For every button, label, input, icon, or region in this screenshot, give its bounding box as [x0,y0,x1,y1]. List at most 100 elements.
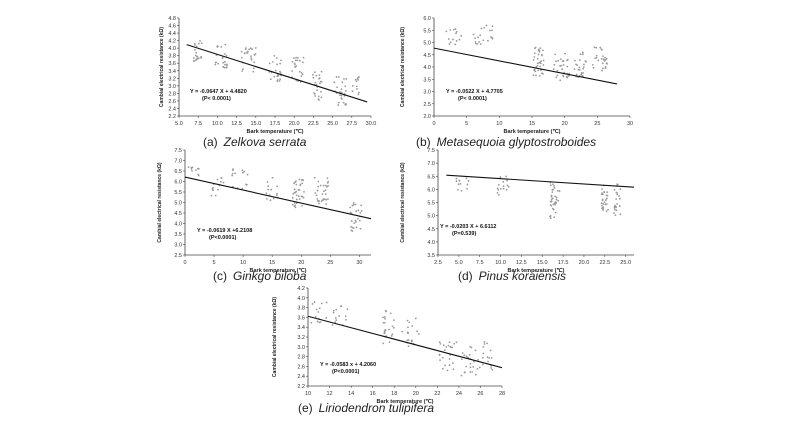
data-point [458,38,461,41]
data-point [292,192,295,195]
data-point [223,66,226,69]
x-tick-label: 15 [269,260,275,266]
data-point [461,352,464,354]
data-point [605,197,608,200]
y-tick-label: 5.5 [174,190,182,196]
data-point [551,188,554,191]
data-point [317,180,320,183]
data-point [276,74,279,76]
data-point [382,321,385,324]
data-point [438,354,441,357]
data-point [599,46,602,49]
data-point [582,67,585,70]
data-point [351,204,354,207]
data-point [291,197,294,199]
y-tick-label: 3.0 [423,90,431,96]
data-point [591,63,594,66]
data-point [355,210,358,212]
data-point [575,73,578,76]
data-point [578,69,581,71]
chart-panel-e: 2.2 2.4 2.6 2.8 3.0 3.2 3.4 3.6 3.8 4.0 4.2 10 12 14 1… [270,280,510,420]
data-point [339,90,341,93]
data-point [392,326,395,329]
data-point [416,330,418,333]
regression-equation: Y = -0.0647 X + 4.4820 [190,89,247,95]
data-point [468,353,471,356]
data-point [210,194,213,197]
data-point [273,54,276,57]
data-point [534,70,537,73]
data-point [341,81,344,84]
data-point [507,185,510,188]
data-point [322,184,325,187]
data-point [549,204,552,207]
data-point [279,78,282,81]
data-point [600,48,603,51]
y-tick-label: 5.5 [423,28,431,34]
data-point [506,184,509,187]
data-point [474,349,477,352]
data-point [407,345,410,348]
data-point [383,331,386,334]
data-point [445,346,448,348]
data-point [317,95,320,98]
data-point [460,189,463,192]
data-point [553,216,556,219]
data-point [566,58,569,61]
data-point [234,172,237,175]
data-point [391,333,394,336]
data-point [298,198,301,201]
regression-equation: Y = -0.0583 x + 4.2060 [320,362,376,368]
y-tick-label: 3.0 [168,84,176,90]
data-point [442,344,445,347]
data-point [600,202,603,205]
y-tick-label: 2.4 [297,374,305,380]
data-point [315,308,318,311]
data-point [601,67,604,70]
data-point [242,171,244,174]
data-point [327,184,329,187]
data-point [271,60,274,63]
y-tick-label: 5.0 [174,201,182,207]
caption-e: (e) Liriodendron tulipifera [298,401,434,415]
data-point [601,198,604,201]
data-point [226,63,228,66]
data-point [301,204,303,207]
data-point [446,369,449,372]
data-point [554,53,557,56]
data-point [537,53,540,56]
data-point [358,219,361,222]
data-point [480,27,483,30]
data-point [194,54,197,57]
data-point [335,308,338,311]
data-point [411,325,414,327]
data-point [542,64,545,66]
caption-c: (c) Ginkgo biloba [213,269,306,283]
data-point [482,346,485,348]
y-tick-label: 4.0 [427,240,435,246]
data-point [502,185,505,188]
data-point [486,342,489,345]
data-point [340,91,343,94]
regression-line [433,47,618,85]
x-tick-label: 5.0 [455,260,463,266]
x-tick-label: 25 [594,121,600,127]
chart-panel-a: 2.2 2.4 2.6 2.8 3.0 3.2 3.4 3.6 3.8 4.0 4.2 4.4 4.6 4… [155,10,380,160]
data-point [319,184,322,187]
data-point [297,189,300,191]
data-point [320,80,323,83]
x-tick-label: 18 [391,391,397,397]
y-tick-label: 2.6 [168,99,176,105]
data-point [538,49,541,52]
data-point [214,63,217,66]
data-point [615,209,618,212]
data-point [490,367,493,369]
data-point [241,187,244,190]
data-point [401,330,404,333]
data-point [295,190,298,193]
data-point [491,25,494,28]
data-point [455,180,458,183]
x-axis-label: Bark temperature (℃) [250,267,307,274]
y-tick-label: 4.2 [168,39,176,45]
y-tick-label: 4.0 [423,65,431,71]
